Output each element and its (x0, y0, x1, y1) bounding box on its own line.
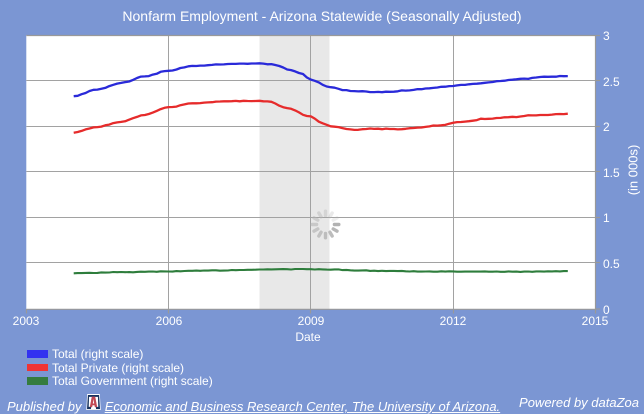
svg-text:(in 000s): (in 000s) (626, 145, 641, 196)
